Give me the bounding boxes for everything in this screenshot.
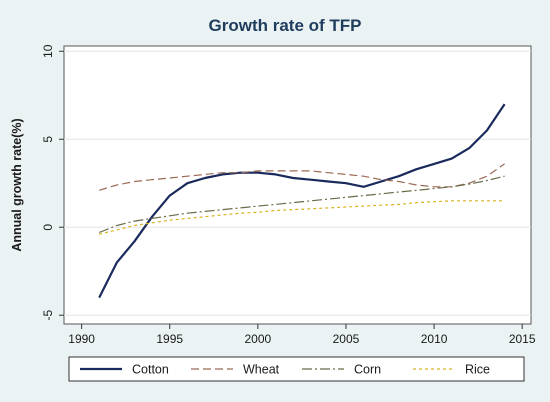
y-tick-label: -5 bbox=[41, 310, 55, 321]
x-tick-label: 1995 bbox=[156, 332, 183, 346]
y-tick-label: 10 bbox=[41, 44, 55, 58]
series-line-wheat bbox=[99, 163, 505, 191]
x-tick-label: 2010 bbox=[421, 332, 448, 346]
x-tick-label: 2005 bbox=[333, 332, 360, 346]
x-tick-label: 2015 bbox=[509, 332, 536, 346]
legend-label-rice: Rice bbox=[465, 363, 490, 377]
y-axis-label: Annual growth rate(%) bbox=[10, 118, 24, 251]
chart-title: Growth rate of TFP bbox=[209, 16, 362, 35]
x-tick-label: 1990 bbox=[68, 332, 95, 346]
y-tick-label: 5 bbox=[41, 136, 55, 143]
legend-box bbox=[68, 356, 525, 382]
series-line-corn bbox=[98, 175, 505, 234]
series-line-cotton bbox=[98, 103, 506, 299]
legend-label-corn: Corn bbox=[354, 363, 381, 377]
plot-area bbox=[63, 45, 532, 325]
axes: -5 0 5 10 1990 1995 2000 2005 2010 2015 bbox=[41, 44, 536, 346]
legend-label-wheat: Wheat bbox=[243, 363, 280, 377]
legend: Cotton Wheat Corn Rice bbox=[68, 356, 525, 382]
x-tick-label: 2000 bbox=[244, 332, 271, 346]
y-tick-label: 0 bbox=[41, 224, 55, 231]
series-line-rice bbox=[99, 200, 505, 235]
legend-label-cotton: Cotton bbox=[132, 363, 169, 377]
series-lines bbox=[98, 103, 506, 299]
grid-lines bbox=[64, 50, 531, 316]
